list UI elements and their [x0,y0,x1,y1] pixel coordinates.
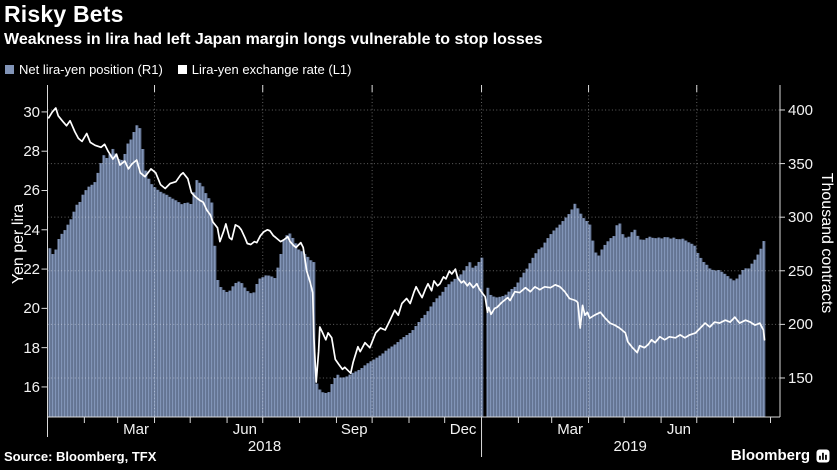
legend: Net lira-yen position (R1) Lira-yen exch… [5,62,351,77]
gridlines [47,85,780,417]
right-axis-tick-label: 200 [788,316,814,334]
bloomberg-terminal-icon [816,449,830,462]
right-axis-tick-label: 350 [788,155,814,173]
x-axis-year-label: 2018 [247,438,282,455]
exchange-rate-line [47,107,766,383]
net-position-bars [48,125,766,418]
bloomberg-logo: Bloomberg [731,447,830,464]
chart-subtitle: Weakness in lira had left Japan margin l… [4,31,543,48]
left-axis-tick-label: 30 [23,103,40,121]
left-axis-tick-label: 28 [23,143,40,161]
legend-swatch-bar-icon [5,65,14,74]
axes [41,85,785,457]
left-axis-tick-label: 18 [23,339,40,357]
x-axis-month-label: Jun [232,421,257,438]
legend-swatch-line-icon [177,65,187,74]
legend-item-net-position: Net lira-yen position (R1) [5,62,163,77]
right-axis-tick-label: 150 [788,369,814,387]
legend-item-exchange-rate: Lira-yen exchange rate (L1) [177,62,352,77]
x-axis-month-label: Sep [340,421,368,438]
left-axis-tick-label: 20 [23,300,40,318]
left-axis-tick-label: 26 [23,182,40,200]
page-title: Risky Bets [4,1,124,27]
x-axis-month-label: Mar [557,421,584,438]
left-axis-tick-label: 22 [23,261,40,279]
bloomberg-wordmark: Bloomberg [730,447,810,464]
legend-label-exchange-rate: Lira-yen exchange rate (L1) [191,62,352,77]
left-axis-tick-label: 16 [23,378,40,396]
left-axis-tick-label: 24 [23,221,40,239]
source-text: Source: Bloomberg, TFX [4,449,157,464]
left-axis-title: Yen per lira [10,203,27,285]
right-axis-title: Thousand contracts [818,172,835,314]
x-axis-month-label: Jun [666,421,692,438]
right-axis-tick-label: 250 [788,262,814,280]
legend-label-net-position: Net lira-yen position (R1) [19,62,163,77]
x-axis-year-label: 2019 [613,438,647,455]
right-axis-tick-label: 300 [788,209,814,227]
x-axis-month-label: Mar [123,421,149,438]
right-axis-tick-label: 400 [788,101,814,119]
x-axis-month-label: Dec [449,421,477,438]
